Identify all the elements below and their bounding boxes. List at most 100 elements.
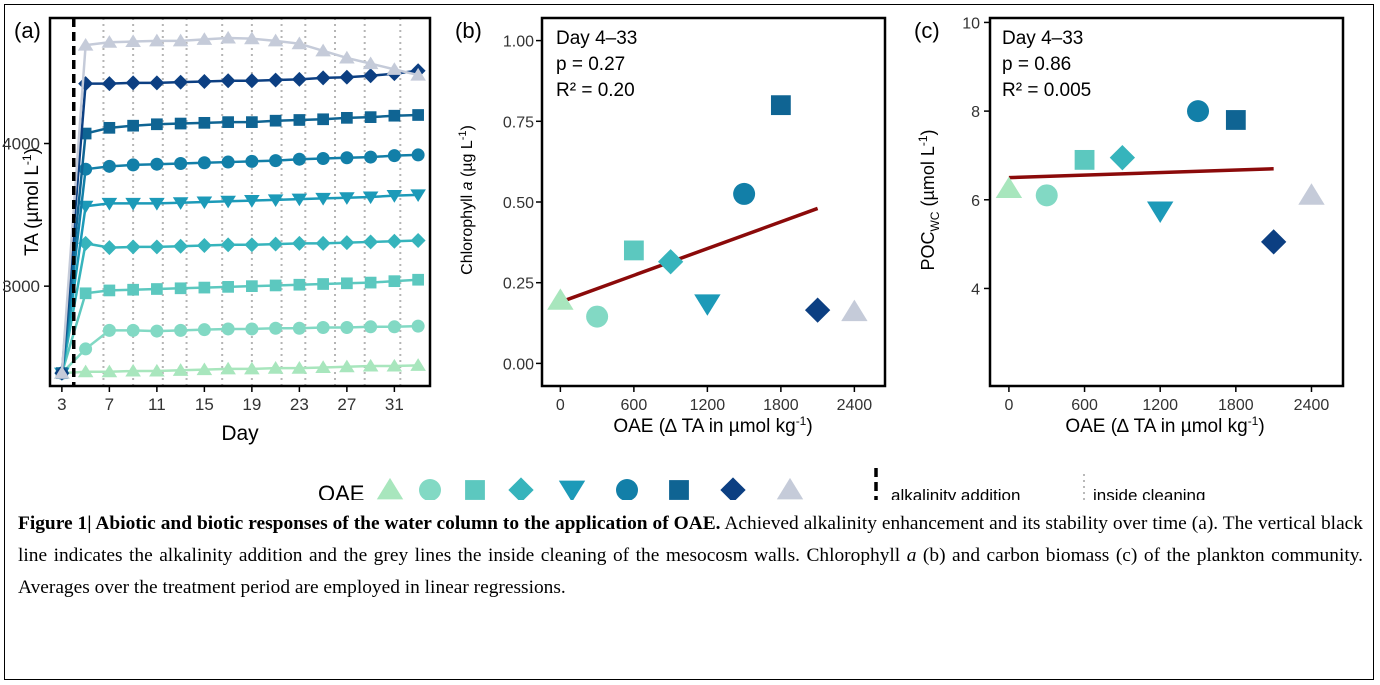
point-0-day-21	[267, 361, 284, 374]
panel-a-series	[54, 30, 426, 381]
b-point-300	[586, 305, 609, 328]
point-0-day-27	[339, 359, 355, 373]
point-1500-day-21	[269, 154, 283, 168]
point-300-day-33	[411, 319, 425, 333]
point-0-day-15	[196, 362, 213, 376]
point-300-day-19	[245, 322, 259, 336]
point-900-day-23	[291, 235, 307, 251]
point-1800-day-7	[103, 121, 116, 134]
point-2400-day-23	[291, 36, 308, 50]
point-2100-day-29	[363, 68, 379, 84]
point-1200-day-13	[172, 197, 189, 210]
panel-c-points	[995, 100, 1325, 255]
point-1800-day-9	[127, 119, 139, 132]
point-1800-day-27	[341, 111, 353, 124]
point-600-day-17	[222, 281, 234, 293]
legend-marker-0	[376, 477, 404, 500]
point-300-day-9	[126, 323, 140, 337]
series-line-2400	[60, 36, 419, 374]
legend-marker-300	[419, 479, 441, 500]
panel-c-ticks: 4 6 8 10 0 600 1200 1800 2400	[962, 15, 1329, 414]
point-1500-day-13	[174, 156, 188, 170]
point-0-day-17	[220, 361, 236, 375]
panel-b-label: (b)	[455, 18, 482, 43]
c-point-600	[1074, 149, 1095, 170]
x-tick-label-3: 3	[57, 395, 66, 414]
point-300-day-15	[197, 323, 211, 337]
point-1200-day-23	[291, 193, 308, 207]
point-300-day-27	[340, 321, 354, 335]
series-1500	[55, 148, 425, 380]
c-point-900	[1109, 145, 1136, 171]
point-600-day-9	[127, 283, 139, 296]
point-2100-day-9	[125, 75, 141, 91]
point-900-day-9	[125, 239, 141, 255]
point-0-day-25	[315, 360, 331, 373]
point-600-day-31	[388, 275, 401, 288]
series-1800	[56, 109, 424, 380]
point-900-day-29	[363, 234, 379, 250]
point-2400-day-13	[172, 33, 189, 47]
point-900-day-27	[339, 235, 355, 251]
x-tick-label-19: 19	[242, 395, 261, 414]
b-point-600	[623, 240, 644, 261]
point-1500-day-25	[316, 151, 330, 165]
point-2100-day-11	[149, 75, 165, 91]
c-x-tick-label-2400: 2400	[1294, 397, 1330, 414]
point-2400-day-29	[362, 56, 379, 70]
panel-a: (a) TA (µmol L-1) Day 3000 4000 3 7 11 15 19 2…	[2, 16, 432, 445]
panel-c-ylabel: POCWC (µmol L-1)	[916, 129, 942, 270]
point-1800-day-17	[222, 116, 234, 128]
point-600-day-21	[269, 279, 282, 292]
point-0-day-7	[101, 364, 118, 378]
c-point-2400	[1298, 183, 1325, 205]
c-point-0	[995, 176, 1023, 199]
point-900-day-33	[410, 233, 426, 248]
point-0-day-29	[362, 358, 379, 372]
b-x-tick-label-0: 0	[556, 397, 565, 414]
point-1200-day-27	[339, 192, 355, 205]
point-2400-day-27	[339, 50, 355, 64]
point-1500-day-31	[387, 149, 401, 163]
b-x-tick-label-1800: 1800	[763, 397, 799, 414]
legend-cleaning-label: inside cleaning	[1093, 486, 1205, 500]
c-x-tick-label-600: 600	[1071, 397, 1098, 414]
b-y-tick-label-0: 0.00	[503, 356, 534, 373]
point-900-day-19	[244, 237, 260, 253]
panel-a-x-ticks: 3 7 11 15 19 23 27 31	[57, 386, 404, 414]
series-300	[55, 319, 425, 380]
series-line-1500	[60, 153, 419, 374]
point-600-day-15	[198, 281, 211, 294]
point-1800-day-29	[364, 111, 377, 123]
point-2400-day-25	[315, 43, 331, 57]
point-300-day-25	[316, 321, 330, 335]
x-tick-label-23: 23	[290, 395, 309, 414]
point-1500-day-15	[197, 156, 211, 170]
point-2100-day-5	[78, 76, 94, 92]
point-300-day-29	[364, 320, 378, 334]
legend-marker-900	[508, 477, 534, 500]
b-x-tick-label-600: 600	[621, 397, 648, 414]
point-1800-day-5	[79, 127, 92, 140]
point-300-day-7	[102, 323, 116, 337]
c-point-1500	[1187, 100, 1210, 123]
caption-title: Figure 1| Abiotic and biotic responses o…	[18, 513, 721, 534]
b-y-tick-label-1: 0.25	[503, 276, 534, 293]
panel-c-annotation-r2: R² = 0.005	[1002, 80, 1091, 101]
point-600-day-25	[317, 278, 329, 290]
point-2400-day-19	[244, 31, 260, 45]
point-2100-day-7	[101, 76, 117, 92]
series-line-300	[60, 324, 419, 375]
b-y-tick-label-4: 1.00	[503, 34, 534, 51]
point-900-day-21	[268, 236, 284, 252]
series-2400	[54, 30, 426, 379]
c-x-tick-label-1800: 1800	[1218, 397, 1254, 414]
x-tick-label-15: 15	[195, 395, 214, 414]
point-900-day-11	[149, 239, 165, 255]
point-2100-day-27	[339, 69, 355, 85]
point-600-day-7	[103, 284, 116, 297]
point-1200-day-25	[315, 192, 331, 206]
point-900-day-31	[386, 233, 402, 249]
point-300-day-5	[79, 342, 93, 356]
series-line-0	[61, 364, 419, 375]
